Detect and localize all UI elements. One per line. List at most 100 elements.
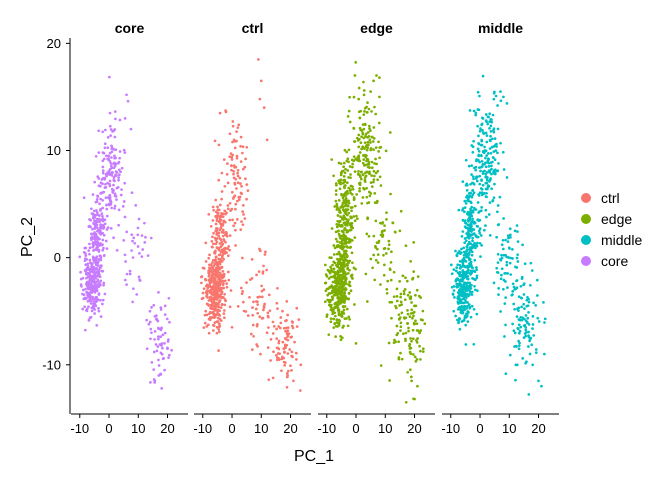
point [233, 146, 237, 150]
point [215, 320, 219, 324]
point [408, 315, 412, 318]
point [135, 293, 139, 296]
point [101, 206, 105, 210]
point [255, 324, 259, 328]
point [96, 194, 99, 198]
point [215, 246, 219, 250]
point [252, 334, 255, 338]
point [375, 162, 378, 166]
point [379, 184, 383, 187]
point [499, 99, 503, 103]
x-axis: -10 0 10 20 [70, 413, 188, 436]
point [534, 304, 538, 307]
point [113, 194, 117, 198]
point [483, 228, 486, 232]
point [358, 159, 362, 163]
point [264, 250, 267, 254]
point [373, 105, 376, 109]
point [168, 320, 171, 324]
point [394, 306, 398, 310]
point [288, 348, 292, 351]
point [92, 209, 96, 213]
point [229, 289, 233, 292]
point [336, 325, 339, 328]
point [225, 172, 229, 176]
point [332, 253, 336, 256]
point [483, 162, 486, 166]
point [341, 201, 345, 205]
point [397, 313, 401, 317]
point [370, 185, 374, 188]
point [466, 301, 469, 304]
point [351, 277, 354, 280]
point [131, 300, 135, 304]
point [344, 272, 348, 276]
point [519, 284, 523, 288]
x-tick-label: -10 [317, 421, 336, 436]
point [283, 361, 287, 364]
point [92, 249, 95, 252]
point [214, 198, 218, 202]
point [94, 263, 98, 267]
point [114, 173, 117, 177]
point [478, 210, 481, 213]
point [352, 155, 356, 159]
point [88, 261, 92, 265]
point [123, 253, 127, 257]
point [276, 357, 280, 360]
point [461, 207, 465, 210]
point [342, 165, 345, 169]
point [495, 145, 498, 148]
point [276, 307, 279, 310]
point [537, 379, 540, 383]
point [290, 368, 293, 372]
point [86, 266, 90, 269]
point [207, 304, 211, 307]
point [374, 246, 377, 249]
point [501, 238, 505, 242]
point [327, 300, 331, 303]
point [260, 284, 263, 288]
point [523, 262, 527, 266]
point [515, 363, 519, 367]
point [235, 218, 239, 221]
point [471, 239, 474, 243]
point [472, 177, 475, 181]
point [531, 327, 534, 330]
point [117, 223, 120, 227]
point [91, 245, 95, 249]
point [235, 154, 239, 158]
point [263, 253, 267, 256]
point [97, 151, 101, 154]
point [423, 322, 427, 326]
point [334, 193, 338, 196]
point [480, 123, 483, 127]
point [334, 293, 338, 297]
legend-label: edge [601, 211, 632, 227]
point [332, 293, 336, 297]
point [114, 117, 117, 121]
point [258, 97, 262, 101]
point [461, 180, 465, 183]
point [402, 332, 405, 336]
point [241, 151, 244, 155]
point [370, 110, 373, 113]
point [110, 173, 114, 177]
point [471, 276, 474, 280]
point [517, 295, 521, 299]
point [362, 93, 366, 97]
point [110, 146, 114, 149]
point [342, 194, 346, 198]
point [117, 208, 121, 212]
point [120, 188, 123, 191]
point [229, 152, 233, 155]
point [496, 104, 499, 107]
point [470, 293, 474, 296]
point [219, 306, 223, 309]
point [100, 191, 104, 195]
point [350, 209, 353, 213]
point [515, 256, 519, 260]
point [218, 287, 222, 290]
